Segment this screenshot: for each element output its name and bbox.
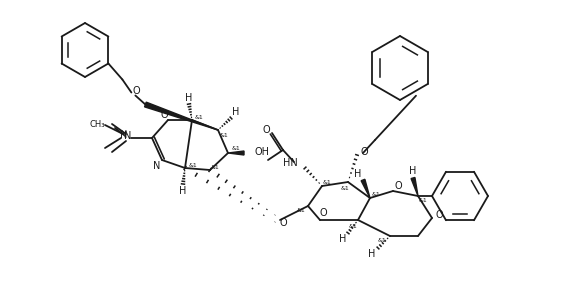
Polygon shape — [145, 102, 218, 130]
Text: O: O — [132, 86, 140, 95]
Text: N: N — [153, 161, 161, 171]
Text: &1: &1 — [195, 115, 203, 120]
Text: CH₃: CH₃ — [89, 120, 105, 128]
Text: &1: &1 — [340, 187, 350, 192]
Text: &1: &1 — [188, 163, 198, 168]
Text: &1: &1 — [211, 164, 219, 169]
Text: &1: &1 — [323, 180, 331, 184]
Text: O: O — [160, 110, 168, 120]
Text: O: O — [319, 208, 327, 218]
Text: H: H — [232, 107, 240, 117]
Text: &1: &1 — [297, 208, 305, 213]
Text: H: H — [354, 169, 362, 179]
Text: H: H — [179, 186, 187, 196]
Polygon shape — [361, 179, 370, 198]
Text: O: O — [279, 218, 287, 228]
Text: H: H — [185, 93, 193, 103]
Text: &1: &1 — [232, 145, 240, 151]
Text: HN: HN — [283, 158, 298, 168]
Text: &1: &1 — [348, 225, 357, 229]
Text: O: O — [435, 210, 443, 220]
Text: N: N — [124, 131, 132, 141]
Text: O: O — [360, 147, 368, 157]
Text: H: H — [339, 234, 347, 244]
Text: O: O — [394, 181, 402, 191]
Text: OH: OH — [255, 147, 270, 157]
Text: &1: &1 — [378, 238, 386, 244]
Text: H: H — [368, 249, 376, 259]
Text: O: O — [262, 125, 270, 135]
Text: &1: &1 — [219, 132, 228, 137]
Text: &1: &1 — [372, 192, 380, 197]
Text: H: H — [410, 166, 416, 176]
Polygon shape — [411, 177, 418, 196]
Polygon shape — [228, 151, 244, 155]
Text: &1: &1 — [419, 198, 427, 204]
Text: N: N — [120, 130, 128, 140]
